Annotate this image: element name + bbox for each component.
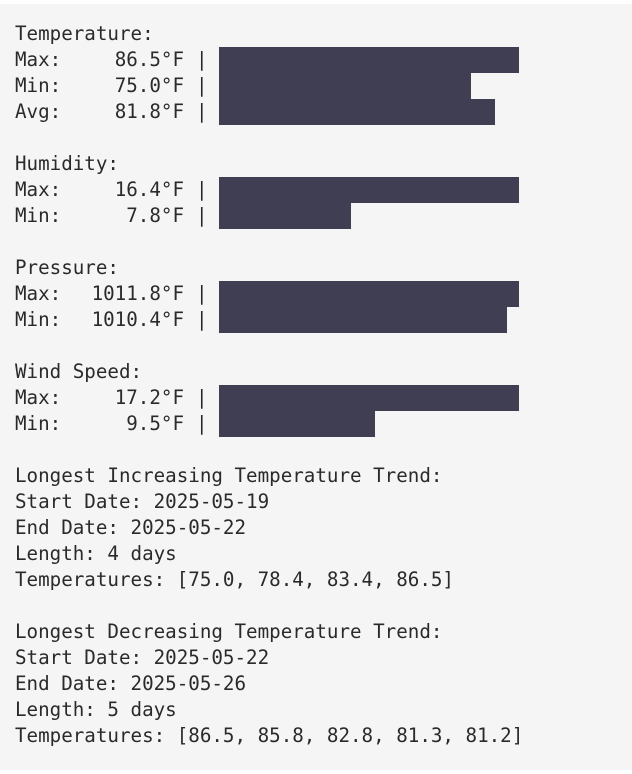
stat-value: 86.5°F: [114, 48, 184, 71]
stat-label: Avg:: [15, 100, 62, 123]
stat-separator: |: [196, 204, 208, 227]
stat-bar: [219, 47, 519, 73]
stat-label: Max:: [15, 282, 62, 305]
stat-value: 1010.4°F: [91, 308, 184, 331]
trend-end-date: End Date: 2025-05-26: [15, 672, 247, 695]
stat-separator: |: [196, 100, 208, 123]
stat-label: Max:: [15, 178, 62, 201]
stat-bar: [219, 411, 375, 437]
stat-label: Min:: [15, 412, 62, 435]
stat-value: 17.2°F: [114, 386, 184, 409]
stat-value: 75.0°F: [114, 74, 184, 97]
trend-temperatures: Temperatures: [75.0, 78.4, 83.4, 86.5]: [15, 568, 454, 591]
trend-start-date: Start Date: 2025-05-19: [15, 490, 270, 513]
section-title-pressure: Pressure:: [15, 256, 119, 279]
stat-bar: [219, 203, 351, 229]
stat-bar: [219, 307, 507, 333]
stat-value: 16.4°F: [114, 178, 184, 201]
stat-label: Min:: [15, 74, 62, 97]
stat-label: Min:: [15, 308, 62, 331]
stat-value: 9.5°F: [126, 412, 184, 435]
trend-title-decreasing: Longest Decreasing Temperature Trend:: [15, 620, 443, 643]
stat-value: 81.8°F: [114, 100, 184, 123]
stat-bar: [219, 177, 519, 203]
stat-label: Max:: [15, 48, 62, 71]
trend-length: Length: 4 days: [15, 542, 177, 565]
stat-bar: [219, 73, 471, 99]
trend-temperatures: Temperatures: [86.5, 85.8, 82.8, 81.3, 8…: [15, 724, 524, 747]
stat-separator: |: [196, 48, 208, 71]
stat-separator: |: [196, 178, 208, 201]
stat-separator: |: [196, 74, 208, 97]
trend-end-date: End Date: 2025-05-22: [15, 516, 247, 539]
stat-bar: [219, 99, 495, 125]
stat-value: 1011.8°F: [91, 282, 184, 305]
section-title-temperature: Temperature:: [15, 22, 154, 45]
trend-title-increasing: Longest Increasing Temperature Trend:: [15, 464, 443, 487]
trend-start-date: Start Date: 2025-05-22: [15, 646, 270, 669]
stat-separator: |: [196, 412, 208, 435]
stat-value: 7.8°F: [126, 204, 184, 227]
trend-length: Length: 5 days: [15, 698, 177, 721]
stat-separator: |: [196, 386, 208, 409]
section-title-humidity: Humidity:: [15, 152, 119, 175]
stat-separator: |: [196, 282, 208, 305]
stat-bar: [219, 385, 519, 411]
console-output: Temperature: Max: 86.5°F | Min: 75.0°F |…: [0, 4, 632, 770]
stat-separator: |: [196, 308, 208, 331]
stat-bar: [219, 281, 519, 307]
stat-label: Max:: [15, 386, 62, 409]
section-title-wind-speed: Wind Speed:: [15, 360, 143, 383]
stat-label: Min:: [15, 204, 62, 227]
